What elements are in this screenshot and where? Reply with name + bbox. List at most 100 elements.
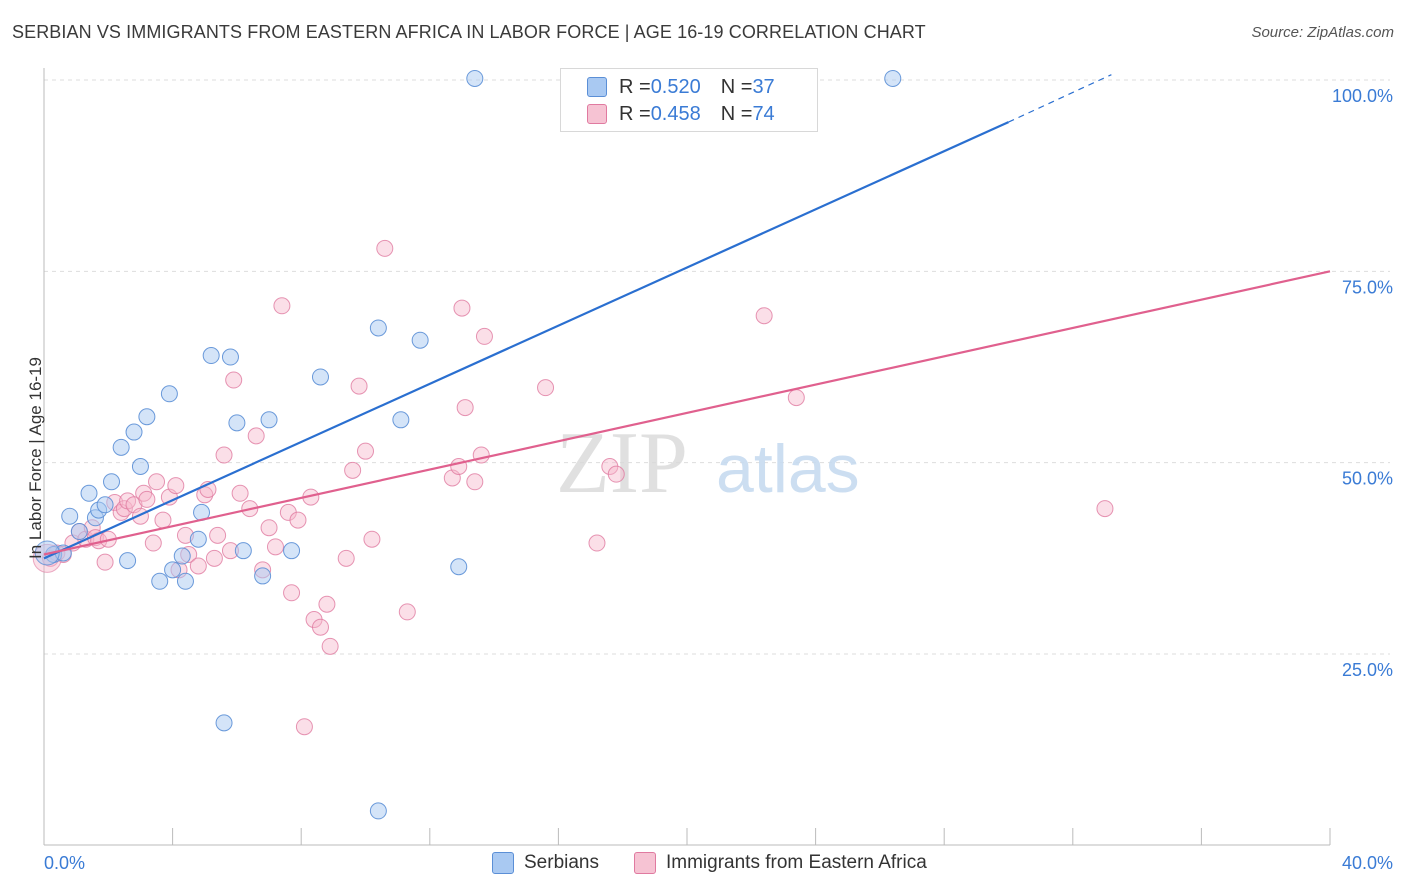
eastern-africa-point — [289, 511, 307, 529]
legend-item-eastern-africa[interactable]: Immigrants from Eastern Africa — [634, 852, 927, 874]
axes — [43, 68, 1331, 846]
y-tick-labels: 25.0% 50.0% 75.0% 100.0% — [1332, 86, 1393, 680]
chart-title: SERBIAN VS IMMIGRANTS FROM EASTERN AFRIC… — [12, 22, 926, 42]
serbian-point — [96, 496, 114, 514]
serbian-point — [176, 572, 194, 590]
serbian-point — [189, 530, 207, 548]
eastern-africa-point — [167, 477, 185, 495]
serbian-point — [369, 802, 387, 820]
serbian-point — [466, 69, 484, 87]
eastern-africa-point — [607, 465, 625, 483]
eastern-africa-point — [266, 538, 284, 556]
x-tick-label-min: 0.0% — [44, 853, 85, 873]
eastern-africa-point — [357, 442, 374, 460]
serbian-point — [884, 69, 902, 87]
serbian-point — [411, 331, 429, 349]
eastern-africa-point — [344, 461, 362, 479]
eastern-africa-legend-swatch — [634, 852, 656, 874]
serbian-point — [311, 368, 329, 386]
serbian-point — [215, 714, 233, 732]
legend-item-serbians[interactable]: Serbians — [492, 852, 599, 874]
serbian-point — [164, 561, 182, 579]
eastern-africa-point — [453, 299, 471, 317]
eastern-africa-point — [209, 526, 227, 544]
eastern-africa-point — [273, 297, 291, 315]
eastern-africa-point — [205, 549, 223, 567]
r-value: 0.520 — [650, 75, 701, 98]
eastern-africa-point — [138, 490, 156, 508]
grid — [44, 79, 1390, 655]
serbian-point — [173, 547, 191, 565]
stats-legend: R = 0.520 N = 37 R = 0.458 N = 74 — [560, 68, 818, 132]
serbian-point — [254, 567, 272, 585]
legend-label-eastern-africa: Immigrants from Eastern Africa — [666, 852, 927, 873]
eastern-africa-point — [260, 519, 278, 537]
legend-label-serbians: Serbians — [524, 852, 599, 873]
y-tick-label-75: 75.0% — [1342, 277, 1393, 297]
eastern-africa-point — [144, 534, 162, 552]
eastern-africa-point — [376, 239, 394, 257]
eastern-africa-point — [337, 549, 355, 567]
eastern-africa-point — [225, 371, 243, 389]
series-legend: Serbians Immigrants from Eastern Africa — [0, 852, 1406, 878]
r-value: 0.458 — [650, 102, 701, 125]
eastern-africa-point — [1096, 500, 1114, 518]
eastern-africa-trend-line — [43, 270, 1331, 556]
serbian-point — [234, 542, 252, 560]
eastern-africa-point — [154, 511, 172, 529]
eastern-africa-point — [247, 427, 265, 445]
n-label: N = — [720, 102, 753, 125]
serbian-point — [369, 319, 387, 337]
serbian-point — [151, 572, 169, 590]
serbian-point — [103, 473, 121, 491]
r-label: R = — [619, 102, 651, 125]
y-axis-label: In Labor Force | Age 16-19 — [26, 357, 45, 559]
eastern-africa-point — [231, 484, 249, 502]
serbian-point — [202, 347, 220, 365]
trend-lines — [43, 74, 1331, 560]
serbian-point — [80, 484, 98, 502]
eastern-africa-point — [787, 389, 805, 407]
source-credit: Source: ZipAtlas.com — [1251, 24, 1394, 41]
serbians-legend-swatch — [492, 852, 514, 874]
eastern-africa-point — [96, 553, 114, 571]
eastern-africa-point — [588, 534, 606, 552]
eastern-africa-point — [398, 603, 416, 621]
serbians-swatch — [587, 77, 607, 97]
serbian-point — [160, 385, 178, 403]
serbian-point — [125, 423, 143, 441]
n-value: 37 — [752, 75, 775, 98]
eastern-africa-points — [32, 69, 1114, 736]
watermark-zip: ZIP — [556, 415, 688, 512]
watermark-atlas: atlas — [716, 431, 860, 507]
serbian-point — [260, 411, 278, 429]
eastern-africa-point — [311, 618, 329, 636]
r-label: R = — [619, 75, 651, 98]
eastern-africa-point — [363, 530, 381, 548]
serbians-trend-line — [43, 121, 1009, 560]
y-tick-label-25: 25.0% — [1342, 660, 1393, 680]
serbian-point — [138, 408, 156, 426]
eastern-africa-point — [755, 307, 773, 325]
n-label: N = — [720, 75, 753, 98]
serbian-point — [228, 414, 246, 432]
serbian-point — [61, 507, 79, 525]
eastern-africa-point — [456, 399, 474, 417]
serbian-point — [131, 457, 149, 475]
eastern-africa-point — [295, 718, 313, 736]
y-tick-label-100: 100.0% — [1332, 86, 1393, 106]
eastern-africa-point — [350, 377, 368, 395]
x-tick-marks — [172, 828, 1331, 845]
x-tick-label-max: 40.0% — [1342, 853, 1393, 873]
n-value: 74 — [752, 102, 775, 125]
y-tick-label-50: 50.0% — [1342, 469, 1393, 489]
serbian-point — [450, 558, 468, 576]
eastern-africa-point — [472, 446, 490, 464]
stats-legend-row-serbians: R = 0.520 N = 37 — [587, 74, 775, 100]
eastern-africa-point — [318, 595, 336, 613]
eastern-africa-point — [189, 557, 207, 575]
serbian-point — [221, 348, 239, 366]
watermark: ZIP atlas — [556, 415, 860, 512]
serbian-point — [112, 438, 130, 456]
